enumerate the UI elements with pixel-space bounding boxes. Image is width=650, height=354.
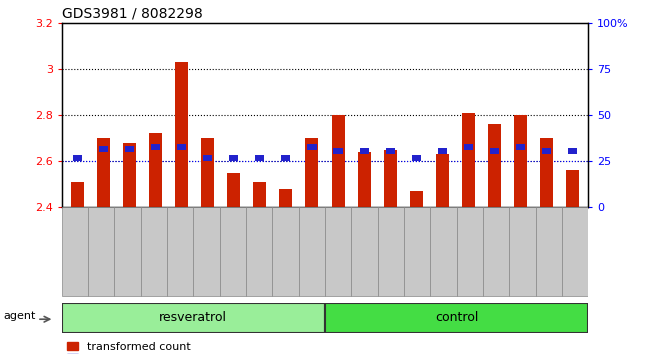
Bar [167, 207, 194, 296]
Bar [88, 207, 114, 296]
Bar [562, 207, 588, 296]
Bar [203, 155, 213, 161]
Bar [125, 146, 134, 152]
Bar [566, 170, 579, 207]
Bar [384, 150, 396, 207]
Bar [464, 144, 473, 150]
Bar [246, 207, 272, 296]
Bar [62, 207, 88, 296]
Bar [99, 146, 108, 152]
Bar [123, 143, 136, 207]
Bar [568, 148, 577, 154]
Bar [62, 303, 325, 333]
Bar [73, 155, 82, 161]
Bar [254, 182, 266, 207]
Bar [325, 303, 588, 333]
Bar [333, 148, 343, 154]
Bar [227, 173, 240, 207]
Bar [202, 138, 214, 207]
Bar [220, 207, 246, 296]
Bar [436, 154, 448, 207]
Text: control: control [435, 311, 478, 324]
Bar [141, 207, 167, 296]
Legend: transformed count, percentile rank within the sample: transformed count, percentile rank withi… [68, 342, 275, 354]
Bar [430, 207, 457, 296]
Bar [462, 113, 475, 207]
Bar [457, 207, 483, 296]
Bar [281, 155, 291, 161]
Bar [540, 138, 553, 207]
Bar [536, 207, 562, 296]
Bar [272, 207, 299, 296]
Bar [516, 144, 525, 150]
Text: agent: agent [3, 311, 36, 321]
Bar [437, 148, 447, 154]
Bar [71, 182, 84, 207]
Bar [490, 148, 499, 154]
Text: GDS3981 / 8082298: GDS3981 / 8082298 [62, 6, 203, 21]
Bar [404, 207, 430, 296]
Bar [114, 207, 141, 296]
Bar [229, 155, 239, 161]
Bar [306, 138, 318, 207]
Bar [149, 133, 162, 207]
Bar [483, 207, 510, 296]
Bar [194, 207, 220, 296]
Bar [542, 148, 551, 154]
Bar [299, 207, 325, 296]
Bar [410, 191, 422, 207]
Bar [514, 115, 527, 207]
Bar [307, 144, 317, 150]
Bar [411, 155, 421, 161]
Bar [510, 207, 536, 296]
Bar [378, 207, 404, 296]
Bar [177, 144, 186, 150]
Bar [332, 115, 344, 207]
Bar [352, 207, 378, 296]
Bar [358, 152, 370, 207]
Bar [280, 189, 292, 207]
Bar [325, 207, 351, 296]
Text: resveratrol: resveratrol [159, 311, 228, 324]
Bar [385, 148, 395, 154]
Bar [359, 148, 369, 154]
Bar [488, 124, 501, 207]
Bar [175, 62, 188, 207]
Bar [255, 155, 265, 161]
Bar [151, 144, 160, 150]
Bar [97, 138, 110, 207]
